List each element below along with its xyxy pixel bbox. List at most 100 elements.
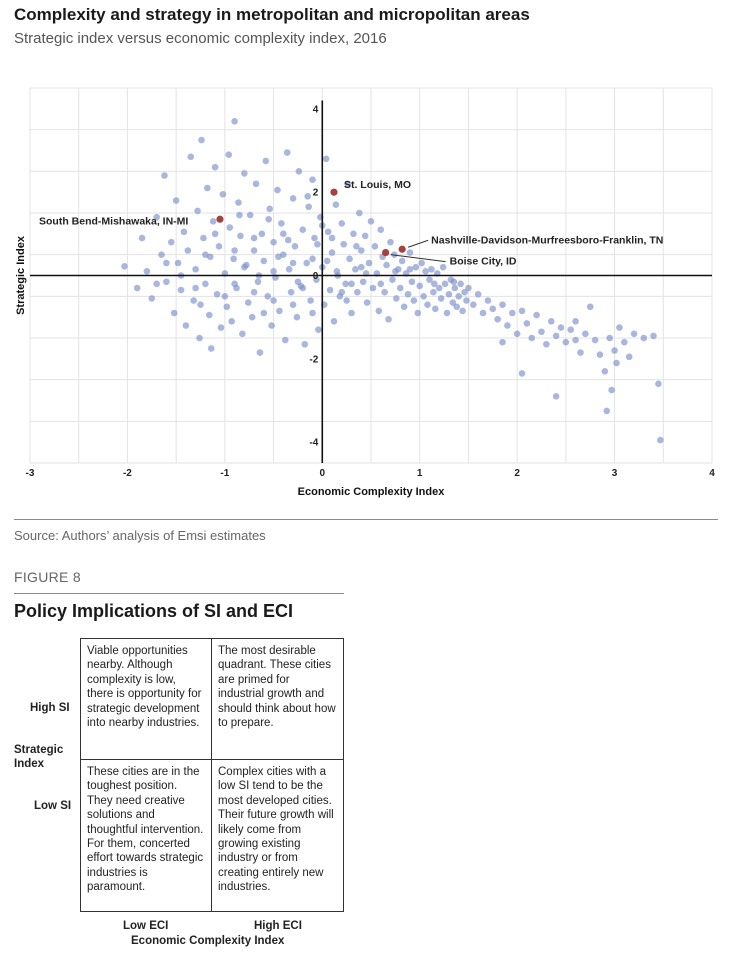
data-point xyxy=(202,280,209,288)
data-point xyxy=(518,370,526,377)
data-point xyxy=(309,309,316,317)
data-point xyxy=(443,309,451,317)
data-point xyxy=(268,322,275,329)
data-point xyxy=(187,153,195,161)
data-point xyxy=(303,259,310,267)
x-tick-label: 1 xyxy=(417,468,423,479)
source-note: Source: Authors’ analysis of Emsi estima… xyxy=(14,528,266,543)
data-point xyxy=(202,251,209,258)
high-eci-label: High ECI xyxy=(254,920,302,932)
data-point xyxy=(291,243,299,250)
data-point xyxy=(414,309,422,317)
data-point xyxy=(270,268,277,275)
highlight-point xyxy=(330,188,338,196)
data-point xyxy=(354,288,361,296)
data-point xyxy=(217,324,225,331)
data-point xyxy=(260,257,268,265)
data-point xyxy=(422,268,429,275)
data-point xyxy=(406,249,414,256)
data-point xyxy=(230,255,237,263)
leader-line xyxy=(390,254,446,263)
data-point xyxy=(211,230,219,238)
data-point xyxy=(437,295,445,302)
data-point xyxy=(250,247,258,254)
data-point xyxy=(270,297,277,304)
x-tick-label: 3 xyxy=(612,468,618,479)
data-point xyxy=(640,334,648,342)
highlight-point xyxy=(382,248,390,257)
data-point xyxy=(453,303,461,311)
data-point xyxy=(338,288,346,296)
quadrant-bottom-right: Complex cities with a low SI tend to be … xyxy=(218,766,334,894)
data-point xyxy=(557,324,565,331)
data-point xyxy=(392,268,399,275)
data-point xyxy=(158,251,165,258)
data-point xyxy=(348,280,355,288)
data-point xyxy=(198,136,205,144)
strategic-index-label: Strategic Index xyxy=(14,744,64,770)
data-point xyxy=(344,180,351,188)
data-point xyxy=(289,301,297,308)
data-point xyxy=(523,320,531,327)
x-tick-label: -3 xyxy=(26,468,35,479)
data-point xyxy=(248,313,256,321)
data-point xyxy=(499,301,506,308)
data-point xyxy=(254,278,262,286)
data-point xyxy=(465,284,472,292)
x-tick-label: -1 xyxy=(220,468,229,479)
data-point xyxy=(205,311,213,319)
data-point xyxy=(404,290,412,298)
data-point xyxy=(611,347,618,354)
data-point xyxy=(278,220,285,227)
data-point xyxy=(274,186,281,194)
data-point xyxy=(293,313,301,321)
chart-subtitle: Strategic index versus economic complexi… xyxy=(14,30,387,47)
data-point xyxy=(621,338,628,346)
data-point xyxy=(192,284,199,292)
data-point xyxy=(299,226,307,233)
scatter-chart: -3 -2 -1 0 1 2 3 4 -4 -2 2 4 0 Economic Complexity In… xyxy=(15,87,715,498)
data-point xyxy=(285,265,293,273)
data-point xyxy=(237,232,244,240)
low-eci-label: Low ECI xyxy=(123,920,169,932)
data-point xyxy=(197,301,204,308)
highlight-point xyxy=(398,245,406,253)
data-point xyxy=(231,280,238,288)
data-point xyxy=(435,284,443,292)
data-point xyxy=(406,265,414,273)
y-tick-label: -2 xyxy=(309,354,318,365)
x-tick-label: -2 xyxy=(123,468,132,479)
data-point xyxy=(207,345,215,352)
point-label: South Bend-Mishawaka, IN-MI xyxy=(39,215,188,227)
data-point xyxy=(630,330,638,338)
data-point xyxy=(359,278,367,286)
data-point xyxy=(287,288,295,296)
data-point xyxy=(281,336,289,344)
data-point xyxy=(311,234,318,242)
data-point xyxy=(276,307,283,315)
y-tick-label: 4 xyxy=(313,104,319,115)
data-point xyxy=(200,234,207,242)
data-point xyxy=(504,322,511,329)
data-point xyxy=(603,407,611,415)
data-point xyxy=(365,259,373,267)
data-point xyxy=(426,276,433,283)
data-point xyxy=(275,253,282,261)
data-point xyxy=(459,307,466,315)
y-tick-label: 2 xyxy=(313,188,319,199)
data-point xyxy=(283,149,291,156)
data-point xyxy=(350,230,357,238)
data-point xyxy=(393,295,400,302)
data-point xyxy=(258,230,266,238)
data-point xyxy=(508,309,516,317)
data-point xyxy=(304,193,311,200)
data-point xyxy=(262,157,270,165)
data-point xyxy=(326,286,334,294)
data-point xyxy=(256,349,264,356)
data-point xyxy=(153,280,160,288)
data-point xyxy=(387,238,394,246)
x-tick-label: 2 xyxy=(514,468,520,479)
data-point xyxy=(322,155,330,163)
data-point xyxy=(307,297,314,304)
policy-title: Policy Implications of SI and ECI xyxy=(14,601,294,621)
